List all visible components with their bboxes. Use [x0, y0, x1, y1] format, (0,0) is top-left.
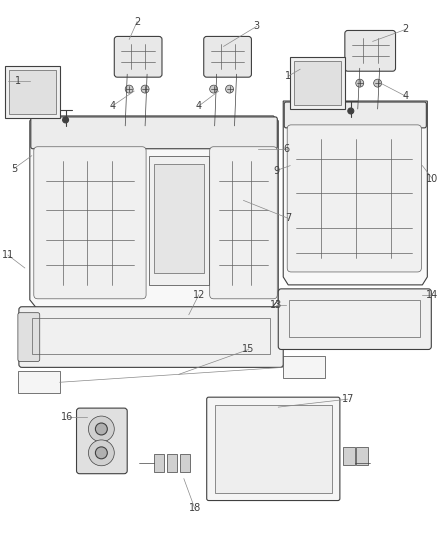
FancyBboxPatch shape: [278, 289, 431, 350]
Bar: [149, 156, 208, 285]
FancyBboxPatch shape: [204, 36, 251, 77]
Circle shape: [63, 117, 69, 123]
Text: 6: 6: [283, 144, 289, 154]
FancyBboxPatch shape: [207, 397, 340, 500]
Text: 11: 11: [2, 250, 14, 260]
Text: 13: 13: [270, 300, 283, 310]
FancyBboxPatch shape: [114, 36, 162, 77]
Circle shape: [374, 79, 381, 87]
Circle shape: [226, 85, 233, 93]
Bar: [154, 164, 204, 273]
Circle shape: [95, 447, 107, 459]
Bar: [180, 454, 190, 472]
Text: 5: 5: [11, 164, 17, 174]
Bar: [32, 318, 270, 354]
Text: 10: 10: [426, 174, 438, 183]
FancyBboxPatch shape: [31, 117, 277, 149]
Circle shape: [356, 79, 364, 87]
Text: 1: 1: [285, 71, 291, 81]
Text: 16: 16: [61, 412, 74, 422]
Text: 1: 1: [15, 76, 21, 86]
Circle shape: [88, 416, 114, 442]
Circle shape: [88, 440, 114, 466]
Bar: [167, 454, 177, 472]
FancyBboxPatch shape: [287, 125, 421, 272]
Text: 17: 17: [342, 394, 354, 404]
Text: 2: 2: [134, 17, 140, 27]
Circle shape: [210, 85, 218, 93]
FancyBboxPatch shape: [284, 102, 426, 128]
FancyBboxPatch shape: [34, 147, 146, 299]
Bar: [290, 58, 345, 109]
Bar: [343, 447, 355, 465]
Circle shape: [125, 85, 133, 93]
Text: 4: 4: [403, 91, 409, 101]
Circle shape: [95, 423, 107, 435]
Circle shape: [348, 108, 354, 114]
Bar: [154, 454, 164, 472]
FancyBboxPatch shape: [210, 147, 277, 299]
Polygon shape: [283, 101, 427, 285]
Text: 2: 2: [403, 25, 409, 35]
FancyBboxPatch shape: [19, 307, 283, 367]
Text: 9: 9: [273, 166, 279, 175]
Text: 4: 4: [196, 101, 202, 111]
Bar: [289, 300, 420, 336]
Circle shape: [141, 85, 149, 93]
Bar: [18, 372, 60, 393]
Bar: [9, 70, 56, 114]
Text: 14: 14: [426, 290, 438, 300]
Text: 3: 3: [253, 21, 259, 31]
FancyBboxPatch shape: [18, 313, 40, 361]
Bar: [5, 66, 60, 118]
Bar: [294, 61, 341, 105]
FancyBboxPatch shape: [77, 408, 127, 474]
Text: 4: 4: [109, 101, 115, 111]
Text: 12: 12: [193, 290, 205, 300]
FancyBboxPatch shape: [345, 30, 396, 71]
Text: 18: 18: [189, 504, 201, 513]
Bar: [215, 405, 332, 492]
Bar: [283, 357, 325, 378]
Text: 7: 7: [285, 213, 291, 223]
Bar: [356, 447, 368, 465]
Text: 15: 15: [242, 344, 254, 354]
Polygon shape: [30, 116, 278, 310]
